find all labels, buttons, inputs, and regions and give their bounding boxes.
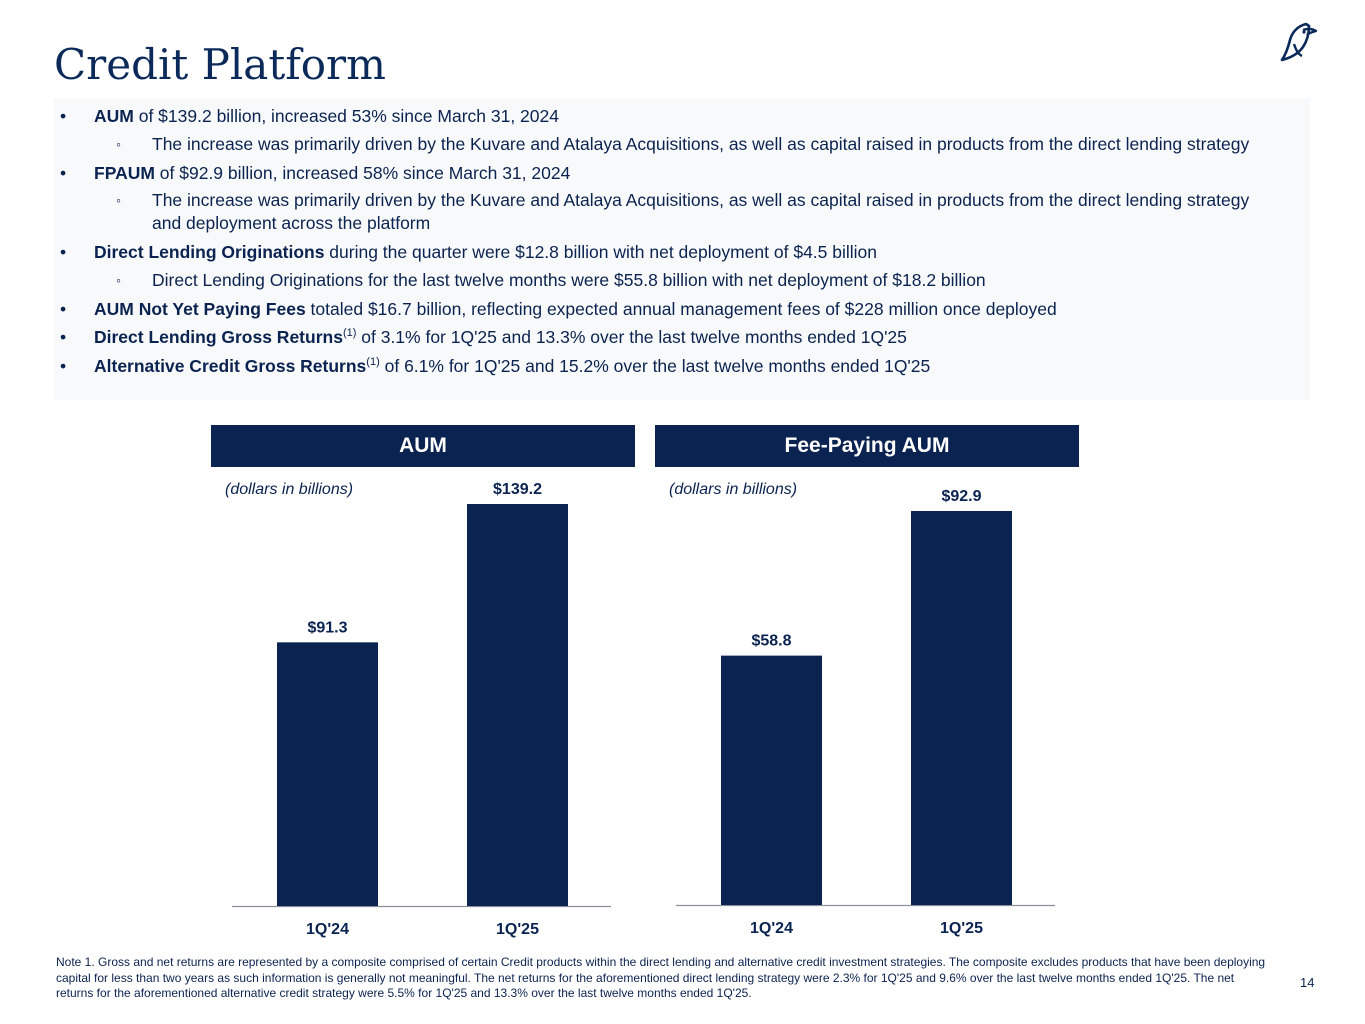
sub-bullet-mark: ◦ xyxy=(116,192,121,208)
bird-logo-icon xyxy=(1280,22,1318,62)
bullet-mark: • xyxy=(60,298,67,319)
page-number: 14 xyxy=(1300,975,1315,990)
bullet-heading: AUM xyxy=(94,106,134,126)
aum-chart-units: (dollars in billions) xyxy=(225,481,354,498)
footnote-ref: (1) xyxy=(366,355,380,368)
x-tick-label: 1Q'25 xyxy=(496,921,539,938)
bullet-item: • AUM Not Yet Paying Fees totaled $16.7 b… xyxy=(54,297,1280,321)
aum-bar-chart: $91.3 1Q'24 $139.2 1Q'25 xyxy=(232,481,611,938)
summary-bullets: • AUM of $139.2 billion, increased 53% si… xyxy=(54,98,1310,400)
bullet-mark: • xyxy=(60,355,67,376)
bullet-text: of $139.2 billion, increased 53% since M… xyxy=(133,106,559,126)
bullet-text: of $92.9 billion, increased 58% since Ma… xyxy=(154,162,571,183)
bullet-text: of 3.1% for 1Q'25 and 13.3% over the las… xyxy=(356,327,907,347)
bullet-heading: Alternative Credit Gross Returns xyxy=(94,355,367,376)
bar-1Q25 xyxy=(911,511,1012,905)
bullet-item: • Alternative Credit Gross Returns(1) of … xyxy=(54,354,1280,378)
sub-bullet-item: ◦ Direct Lending Originations for the las… xyxy=(54,269,1280,292)
fpaum-bar-chart: $58.8 1Q'24 $92.9 1Q'25 xyxy=(676,488,1055,937)
bullet-text: of 6.1% for 1Q'25 and 15.2% over the las… xyxy=(379,355,931,376)
sub-bullet-mark: ◦ xyxy=(116,271,121,288)
bar-value-label: $91.3 xyxy=(307,619,347,636)
bullet-item: • AUM of $139.2 billion, increased 53% si… xyxy=(54,104,1280,128)
bullet-heading: FPAUM xyxy=(94,162,155,183)
footnote: Note 1. Gross and net returns are repres… xyxy=(56,955,1266,1000)
bullet-text: The increase was primarily driven by the… xyxy=(152,190,1250,233)
fpaum-chart: Fee-Paying AUM (dollars in billions) $58… xyxy=(655,425,1079,945)
bullet-text: during the quarter were $12.8 billion wi… xyxy=(324,242,878,262)
x-tick-label: 1Q'24 xyxy=(750,920,793,937)
x-tick-label: 1Q'24 xyxy=(306,921,349,938)
fpaum-chart-header: Fee-Paying AUM xyxy=(655,425,1079,467)
bar-value-label: $92.9 xyxy=(941,488,981,505)
bar-value-label: $58.8 xyxy=(751,633,791,650)
sub-bullet-item: ◦ The increase was primarily driven by th… xyxy=(54,189,1280,235)
bullet-text: totaled $16.7 billion, reflecting expect… xyxy=(305,298,1057,319)
bullet-item: • Direct Lending Gross Returns(1) of 3.1%… xyxy=(54,325,1280,349)
bullet-mark: • xyxy=(60,162,67,183)
fpaum-chart-units: (dollars in billions) xyxy=(669,481,798,498)
bullet-item: • FPAUM of $92.9 billion, increased 58% s… xyxy=(54,161,1280,185)
aum-chart-header: AUM xyxy=(211,425,635,467)
bar-1Q24 xyxy=(277,642,378,906)
footnote-ref: (1) xyxy=(342,327,357,339)
bullet-heading: Direct Lending Gross Returns xyxy=(94,327,343,347)
bullet-mark: • xyxy=(60,242,67,262)
aum-chart: AUM (dollars in billions) $91.3 1Q'24 $139… xyxy=(211,425,635,945)
bullet-heading: Direct Lending Originations xyxy=(94,242,325,262)
bullet-mark: • xyxy=(60,327,67,347)
x-tick-label: 1Q'25 xyxy=(940,920,983,937)
bullet-text: The increase was primarily driven by the… xyxy=(152,133,1250,154)
bullet-item: • Direct Lending Originations during the … xyxy=(54,240,1280,264)
bullet-mark: • xyxy=(60,106,67,126)
page-title: Credit Platform xyxy=(54,40,386,89)
bullet-text: Direct Lending Originations for the last… xyxy=(152,269,986,290)
sub-bullet-mark: ◦ xyxy=(116,135,121,152)
bar-1Q24 xyxy=(721,655,822,905)
bullet-heading: AUM Not Yet Paying Fees xyxy=(94,298,306,319)
bar-1Q25 xyxy=(467,504,568,906)
bar-value-label: $139.2 xyxy=(493,481,542,498)
sub-bullet-item: ◦ The increase was primarily driven by th… xyxy=(54,133,1280,156)
